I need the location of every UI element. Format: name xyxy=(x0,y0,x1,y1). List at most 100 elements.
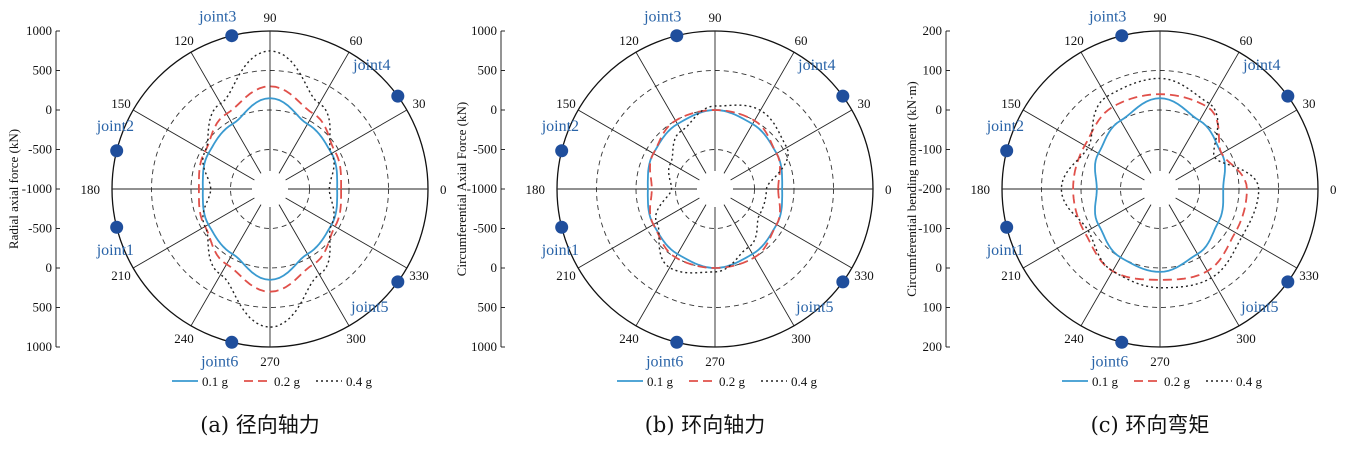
radial-tick-label: -100 xyxy=(918,142,942,157)
radial-tick-label: 200 xyxy=(923,339,943,354)
angle-tick-label: 150 xyxy=(1001,96,1021,111)
series-line-3 xyxy=(655,104,789,274)
angle-tick-label: 180 xyxy=(526,182,546,197)
joint-label: joint2 xyxy=(986,118,1024,135)
radial-tick-label: -500 xyxy=(473,221,497,236)
grid-spoke xyxy=(1168,51,1240,174)
grid-spoke xyxy=(285,109,408,181)
angle-tick-label: 150 xyxy=(111,96,131,111)
joint-marker xyxy=(836,275,850,289)
joint-label: joint6 xyxy=(200,353,238,370)
joint-label: joint1 xyxy=(986,242,1024,259)
angle-tick-label: 90 xyxy=(264,10,277,25)
angle-tick-label: 240 xyxy=(619,331,639,346)
joint-marker xyxy=(1281,89,1295,103)
joint-label: joint3 xyxy=(198,9,236,26)
joint-label: joint5 xyxy=(795,299,833,316)
joint-marker xyxy=(1115,335,1129,349)
radial-tick-label: 0 xyxy=(491,260,498,275)
joint-marker xyxy=(1000,220,1014,234)
series-line-2 xyxy=(1072,93,1248,281)
joint-marker xyxy=(225,335,239,349)
angle-tick-label: 240 xyxy=(1064,331,1084,346)
radial-tick-label: 0 xyxy=(936,260,943,275)
joint-marker xyxy=(555,220,569,234)
joint-label: joint1 xyxy=(541,242,579,259)
angle-tick-label: 300 xyxy=(1236,331,1256,346)
grid-spoke xyxy=(1175,197,1298,269)
grid-spoke xyxy=(635,204,707,327)
angle-tick-label: 0 xyxy=(885,182,892,197)
series-line-3 xyxy=(1060,77,1260,289)
angle-tick-label: 120 xyxy=(174,33,194,48)
grid-spoke xyxy=(132,109,255,181)
angle-tick-label: 30 xyxy=(412,96,425,111)
angle-tick-label: 300 xyxy=(791,331,811,346)
radial-tick-label: -1000 xyxy=(467,181,497,196)
joint-marker xyxy=(110,220,124,234)
angle-tick-label: 60 xyxy=(1240,33,1253,48)
joint-marker xyxy=(1281,275,1295,289)
legend-label: 0.4 g xyxy=(791,374,818,389)
radial-tick-label: 0 xyxy=(46,102,53,117)
grid-spoke xyxy=(132,197,255,269)
joint-label: joint6 xyxy=(645,353,683,370)
joint-label: joint5 xyxy=(350,299,388,316)
panel-c: 200 100 0 -100 -200 -100 0 100 200 Circumferentia… xyxy=(904,9,1337,437)
grid-spoke xyxy=(730,197,853,269)
angle-tick-label: 330 xyxy=(1299,268,1319,283)
panel-caption: (a) 径向轴力 xyxy=(200,413,320,437)
joint-label: joint2 xyxy=(96,118,134,135)
legend-label: 0.2 g xyxy=(1164,374,1191,389)
radial-tick-label: 500 xyxy=(33,63,53,78)
grid-spoke xyxy=(723,204,795,327)
angle-tick-label: 330 xyxy=(409,268,429,283)
joint-marker xyxy=(1115,29,1129,43)
angle-tick-label: 150 xyxy=(556,96,576,111)
legend-label: 0.2 g xyxy=(274,374,301,389)
grid-spoke xyxy=(278,204,350,327)
grid-spoke xyxy=(723,51,795,174)
grid-spoke xyxy=(577,197,700,269)
radial-tick-label: 200 xyxy=(923,23,943,38)
series-line-2 xyxy=(198,85,342,293)
joint-label: joint1 xyxy=(96,242,134,259)
angle-tick-label: 30 xyxy=(1302,96,1315,111)
joint-marker xyxy=(391,89,405,103)
radial-tick-label: -100 xyxy=(918,221,942,236)
grid-spoke xyxy=(1080,51,1152,174)
series-line-1 xyxy=(1094,97,1226,273)
radial-tick-label: 1000 xyxy=(471,339,497,354)
angle-tick-label: 210 xyxy=(111,268,131,283)
radial-tick-label: 0 xyxy=(46,260,53,275)
joint-label: joint6 xyxy=(1090,353,1128,370)
y-axis-label: Circumferential bending moment (kN·m) xyxy=(904,81,919,297)
radial-tick-label: 0 xyxy=(936,102,943,117)
angle-tick-label: 60 xyxy=(350,33,363,48)
radial-tick-label: -500 xyxy=(28,221,52,236)
joint-marker xyxy=(836,89,850,103)
grid-spoke xyxy=(1175,109,1298,181)
angle-tick-label: 270 xyxy=(705,354,725,369)
joint-marker xyxy=(391,275,405,289)
angle-tick-label: 270 xyxy=(260,354,280,369)
angle-tick-label: 90 xyxy=(1154,10,1167,25)
radial-tick-label: 100 xyxy=(923,300,943,315)
radial-tick-label: 0 xyxy=(491,102,498,117)
panel-b: 1000 500 0 -500 -1000 -500 0 500 1000 Circumferen… xyxy=(454,9,892,437)
radial-tick-label: 100 xyxy=(923,63,943,78)
radial-tick-label: 1000 xyxy=(26,339,52,354)
radial-tick-label: 500 xyxy=(33,300,53,315)
panel-caption: (c) 环向弯矩 xyxy=(1091,413,1210,437)
joint-marker xyxy=(1000,144,1014,158)
series-line-3 xyxy=(202,50,335,329)
angle-tick-label: 120 xyxy=(619,33,639,48)
joint-marker xyxy=(110,144,124,158)
angle-tick-label: 240 xyxy=(174,331,194,346)
y-axis-label: Radial axial force (kN) xyxy=(6,129,21,249)
panel-a: 1000 500 0 -500 -1000 -500 0 500 1000 Radial axia… xyxy=(6,9,447,437)
joint-label: joint5 xyxy=(1240,299,1278,316)
joint-marker xyxy=(670,335,684,349)
angle-tick-label: 210 xyxy=(556,268,576,283)
